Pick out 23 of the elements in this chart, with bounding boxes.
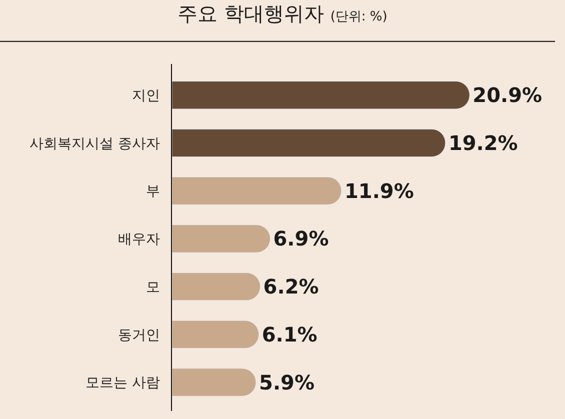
data-label: 11.9%: [344, 178, 414, 203]
bar: [172, 176, 342, 205]
data-label: 20.9%: [472, 83, 542, 108]
bar: [172, 80, 470, 110]
bar: [172, 320, 260, 349]
data-label: 6.2%: [263, 274, 319, 299]
bar: [172, 128, 446, 158]
data-label: 5.9%: [259, 370, 314, 394]
bar: [172, 224, 271, 253]
y-tick-label: 모르는 사람: [86, 375, 160, 392]
bar: [172, 272, 261, 301]
y-tick-label: 사회복지시설 종사자: [30, 136, 160, 152]
y-tick-label: 부: [146, 184, 160, 200]
data-label: 6.9%: [273, 226, 329, 251]
chart-title: 주요 학대행위자: [178, 1, 324, 26]
bar: [172, 368, 256, 396]
y-tick-label: 모: [146, 279, 160, 296]
y-tick-label: 동거인: [118, 327, 160, 344]
y-tick-label: 지인: [132, 88, 160, 104]
chart-subtitle: (단위: %): [330, 9, 388, 24]
data-label: 6.1%: [262, 322, 318, 346]
data-label: 19.2%: [448, 130, 518, 155]
y-tick-label: 배우자: [118, 232, 160, 248]
